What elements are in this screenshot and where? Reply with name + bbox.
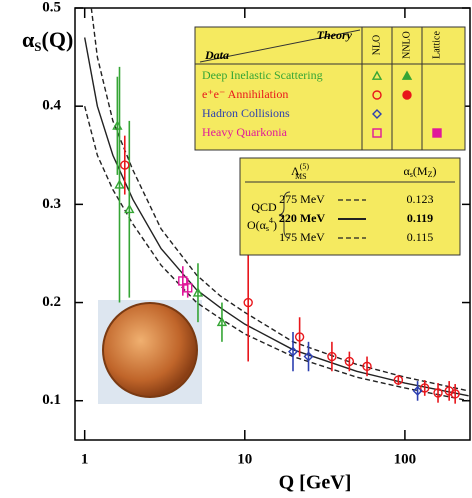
y-axis-label: αS(Q)	[22, 27, 73, 54]
y-tick-label: 0.1	[42, 392, 61, 408]
alpha-header: αs(MZ)	[404, 164, 437, 179]
marker	[433, 129, 441, 137]
qcd-label: QCD	[251, 200, 277, 214]
legend-label: Hadron Collisions	[202, 106, 290, 120]
legend: Theory Data NLO NNLO Lattice Deep Inelastic…	[195, 27, 465, 150]
legend-column: NLO	[371, 35, 382, 56]
legend-label: Deep Inelastic Scattering	[202, 68, 323, 82]
y-tick-label: 0.3	[42, 196, 61, 212]
y-tick-label: 0.2	[42, 294, 61, 310]
legend-theory: Theory	[317, 28, 353, 42]
legend-data: Data	[204, 48, 229, 62]
x-tick-label: 1	[81, 451, 89, 467]
legend-column: Lattice	[431, 31, 442, 59]
x-tick-label: 10	[237, 451, 252, 467]
medal	[103, 303, 197, 397]
alpha-value: 0.115	[407, 230, 434, 244]
order-label: O(αs4)	[247, 216, 277, 233]
legend-label: Heavy Quarkonia	[202, 125, 288, 139]
marker	[403, 91, 411, 99]
legend-column: NNLO	[401, 31, 412, 59]
y-tick-label: 0.5	[42, 0, 61, 15]
lambda-value: 175 MeV	[279, 230, 325, 244]
legend-label: e⁺e⁻ Annihilation	[202, 87, 288, 101]
x-tick-label: 100	[394, 451, 417, 467]
alpha-value: 0.119	[407, 211, 433, 225]
alpha-value: 0.123	[407, 192, 434, 206]
x-axis-label: Q [GeV]	[279, 472, 352, 494]
y-tick-label: 0.4	[42, 98, 61, 114]
lambda-value: 220 MeV	[279, 211, 326, 225]
lambda-value: 275 MeV	[279, 192, 325, 206]
chart: αS(Q) Q [GeV] 0.1 0.2 0.3 0.4 0.5 1 10 100 Theo…	[0, 0, 472, 498]
